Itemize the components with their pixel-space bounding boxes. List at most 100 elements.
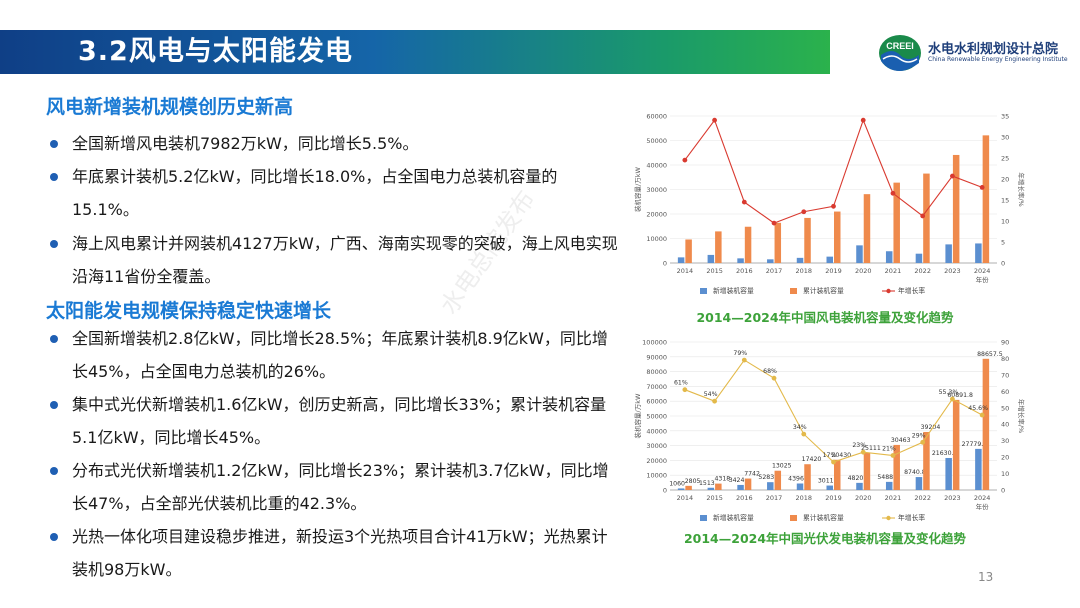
list-item: 年底累计装机5.2亿kW，同比增长18.0%，占全国电力总装机容量的15.1%。 bbox=[50, 160, 620, 226]
bullet-icon bbox=[50, 140, 58, 148]
data-point bbox=[682, 387, 688, 393]
y-tick-label: 90000 bbox=[646, 353, 667, 361]
bar bbox=[744, 478, 752, 490]
legend-label: 新增装机容量 bbox=[713, 513, 754, 522]
bar bbox=[893, 182, 900, 263]
bar bbox=[885, 481, 893, 490]
bar bbox=[923, 431, 930, 490]
y-axis-label: 装机容量/万kW bbox=[633, 166, 642, 211]
data-label: 21630.0 bbox=[932, 450, 958, 457]
data-label: 54% bbox=[704, 391, 718, 398]
y2-tick-label: 20 bbox=[1001, 454, 1009, 462]
data-label: 21% bbox=[882, 445, 896, 452]
x-tick-label: 2015 bbox=[706, 494, 723, 502]
wind-chart-title: 2014—2024年中国风电装机容量及变化趋势 bbox=[696, 310, 954, 325]
data-label: 3424 bbox=[729, 477, 745, 484]
x-tick-label: 2017 bbox=[766, 494, 783, 502]
x-tick-label: 2021 bbox=[885, 494, 902, 502]
y2-tick-label: 10 bbox=[1001, 470, 1009, 478]
data-point bbox=[831, 459, 836, 465]
data-point bbox=[890, 453, 896, 458]
data-label: 4820 bbox=[848, 475, 864, 482]
bar bbox=[893, 444, 900, 490]
bullet-icon bbox=[50, 533, 58, 541]
list-item: 集中式光伏新增装机1.6亿kW，创历史新高，同比增长33%；累计装机容量5.1亿… bbox=[50, 388, 620, 454]
y2-tick-label: 50 bbox=[1001, 404, 1009, 412]
solar-capacity-chart: 0 10000 20000 30000 40000 50000 60000 70000 8000… bbox=[633, 339, 1025, 523]
data-label: 79% bbox=[733, 350, 747, 357]
y-tick-label: 10000 bbox=[646, 472, 667, 480]
bar bbox=[885, 251, 893, 263]
y-tick-label: 30000 bbox=[646, 442, 667, 450]
y-tick-label: 60000 bbox=[646, 398, 667, 406]
y-tick-label: 100000 bbox=[642, 339, 667, 347]
data-label: 61% bbox=[674, 380, 688, 387]
bar bbox=[945, 244, 952, 263]
list-item: 全国新增装机2.8亿kW，同比增长28.5%；年底累计装机8.9亿kW，同比增长… bbox=[50, 322, 620, 388]
data-label: 29% bbox=[912, 432, 926, 439]
x-tick-label: 2022 bbox=[914, 267, 931, 275]
bar bbox=[952, 154, 960, 263]
page-number: 13 bbox=[978, 570, 994, 584]
y-tick-label: 30000 bbox=[646, 186, 667, 194]
legend-swatch bbox=[790, 288, 797, 294]
bar bbox=[952, 399, 960, 490]
x-tick-label: 2020 bbox=[855, 494, 872, 502]
y-tick-label: 20000 bbox=[646, 457, 667, 465]
y-axis-label: 装机容量/万kW bbox=[633, 393, 642, 438]
data-point bbox=[860, 449, 866, 455]
y2-tick-label: 5 bbox=[1001, 239, 1005, 247]
x-tick-label: 2014 bbox=[677, 267, 694, 275]
logo-icon: CREEI bbox=[879, 35, 921, 71]
y-tick-label: 60000 bbox=[646, 113, 667, 121]
bullet-text: 年底累计装机5.2亿kW，同比增长18.0%，占全国电力总装机容量的15.1%。 bbox=[72, 167, 558, 219]
bar bbox=[774, 222, 782, 263]
x-tick-label: 2020 bbox=[855, 267, 872, 275]
bar bbox=[737, 258, 744, 263]
bullet-text: 海上风电累计并网装机4127万kW，广西、海南实现零的突破，海上风电实现沿海11… bbox=[72, 234, 618, 286]
y2-tick-label: 80 bbox=[1001, 355, 1009, 363]
bar bbox=[715, 483, 722, 490]
bar bbox=[834, 211, 841, 263]
bar bbox=[982, 358, 990, 490]
y2-tick-label: 30 bbox=[1001, 134, 1009, 142]
bar bbox=[767, 482, 774, 490]
bar bbox=[863, 452, 871, 490]
bar bbox=[804, 217, 811, 263]
bar bbox=[804, 464, 811, 490]
bar bbox=[915, 477, 923, 490]
y-tick-label: 70000 bbox=[646, 383, 667, 391]
data-point bbox=[890, 190, 896, 196]
legend-label: 年增长率 bbox=[898, 286, 925, 295]
data-point bbox=[712, 117, 717, 123]
data-point bbox=[771, 375, 777, 381]
data-label: 30463 bbox=[891, 437, 911, 444]
y2-tick-label: 0 bbox=[1001, 487, 1005, 495]
data-point bbox=[741, 199, 747, 205]
y2-tick-label: 15 bbox=[1001, 197, 1009, 205]
x-tick-label: 2024 bbox=[974, 267, 991, 275]
y-tick-label: 40000 bbox=[646, 162, 667, 170]
x-tick-label: 2016 bbox=[736, 494, 753, 502]
bar bbox=[707, 254, 715, 263]
data-label: 4396 bbox=[788, 475, 804, 482]
bar bbox=[975, 448, 982, 490]
x-tick-label: 2019 bbox=[825, 494, 842, 502]
data-point bbox=[771, 220, 777, 226]
bullet-text: 集中式光伏新增装机1.6亿kW，创历史新高，同比增长33%；累计装机容量5.1亿… bbox=[72, 395, 607, 447]
y-tick-label: 80000 bbox=[646, 368, 667, 376]
data-point bbox=[831, 203, 836, 209]
data-label: 2805 bbox=[685, 478, 701, 485]
x-tick-label: 2021 bbox=[885, 267, 902, 275]
y-tick-label: 50000 bbox=[646, 413, 667, 421]
data-label: 3011 bbox=[818, 478, 834, 485]
x-tick-label: 2016 bbox=[736, 267, 753, 275]
data-label: 88657.5 bbox=[977, 351, 1003, 358]
bar bbox=[923, 173, 930, 263]
org-name-cn: 水电水利规划设计总院 bbox=[928, 42, 1059, 57]
bar bbox=[975, 243, 982, 263]
data-label: 45.6% bbox=[968, 405, 988, 412]
bar bbox=[915, 253, 923, 263]
y2-axis-label: 年增长率/% bbox=[1017, 399, 1025, 433]
legend-swatch bbox=[700, 515, 707, 521]
